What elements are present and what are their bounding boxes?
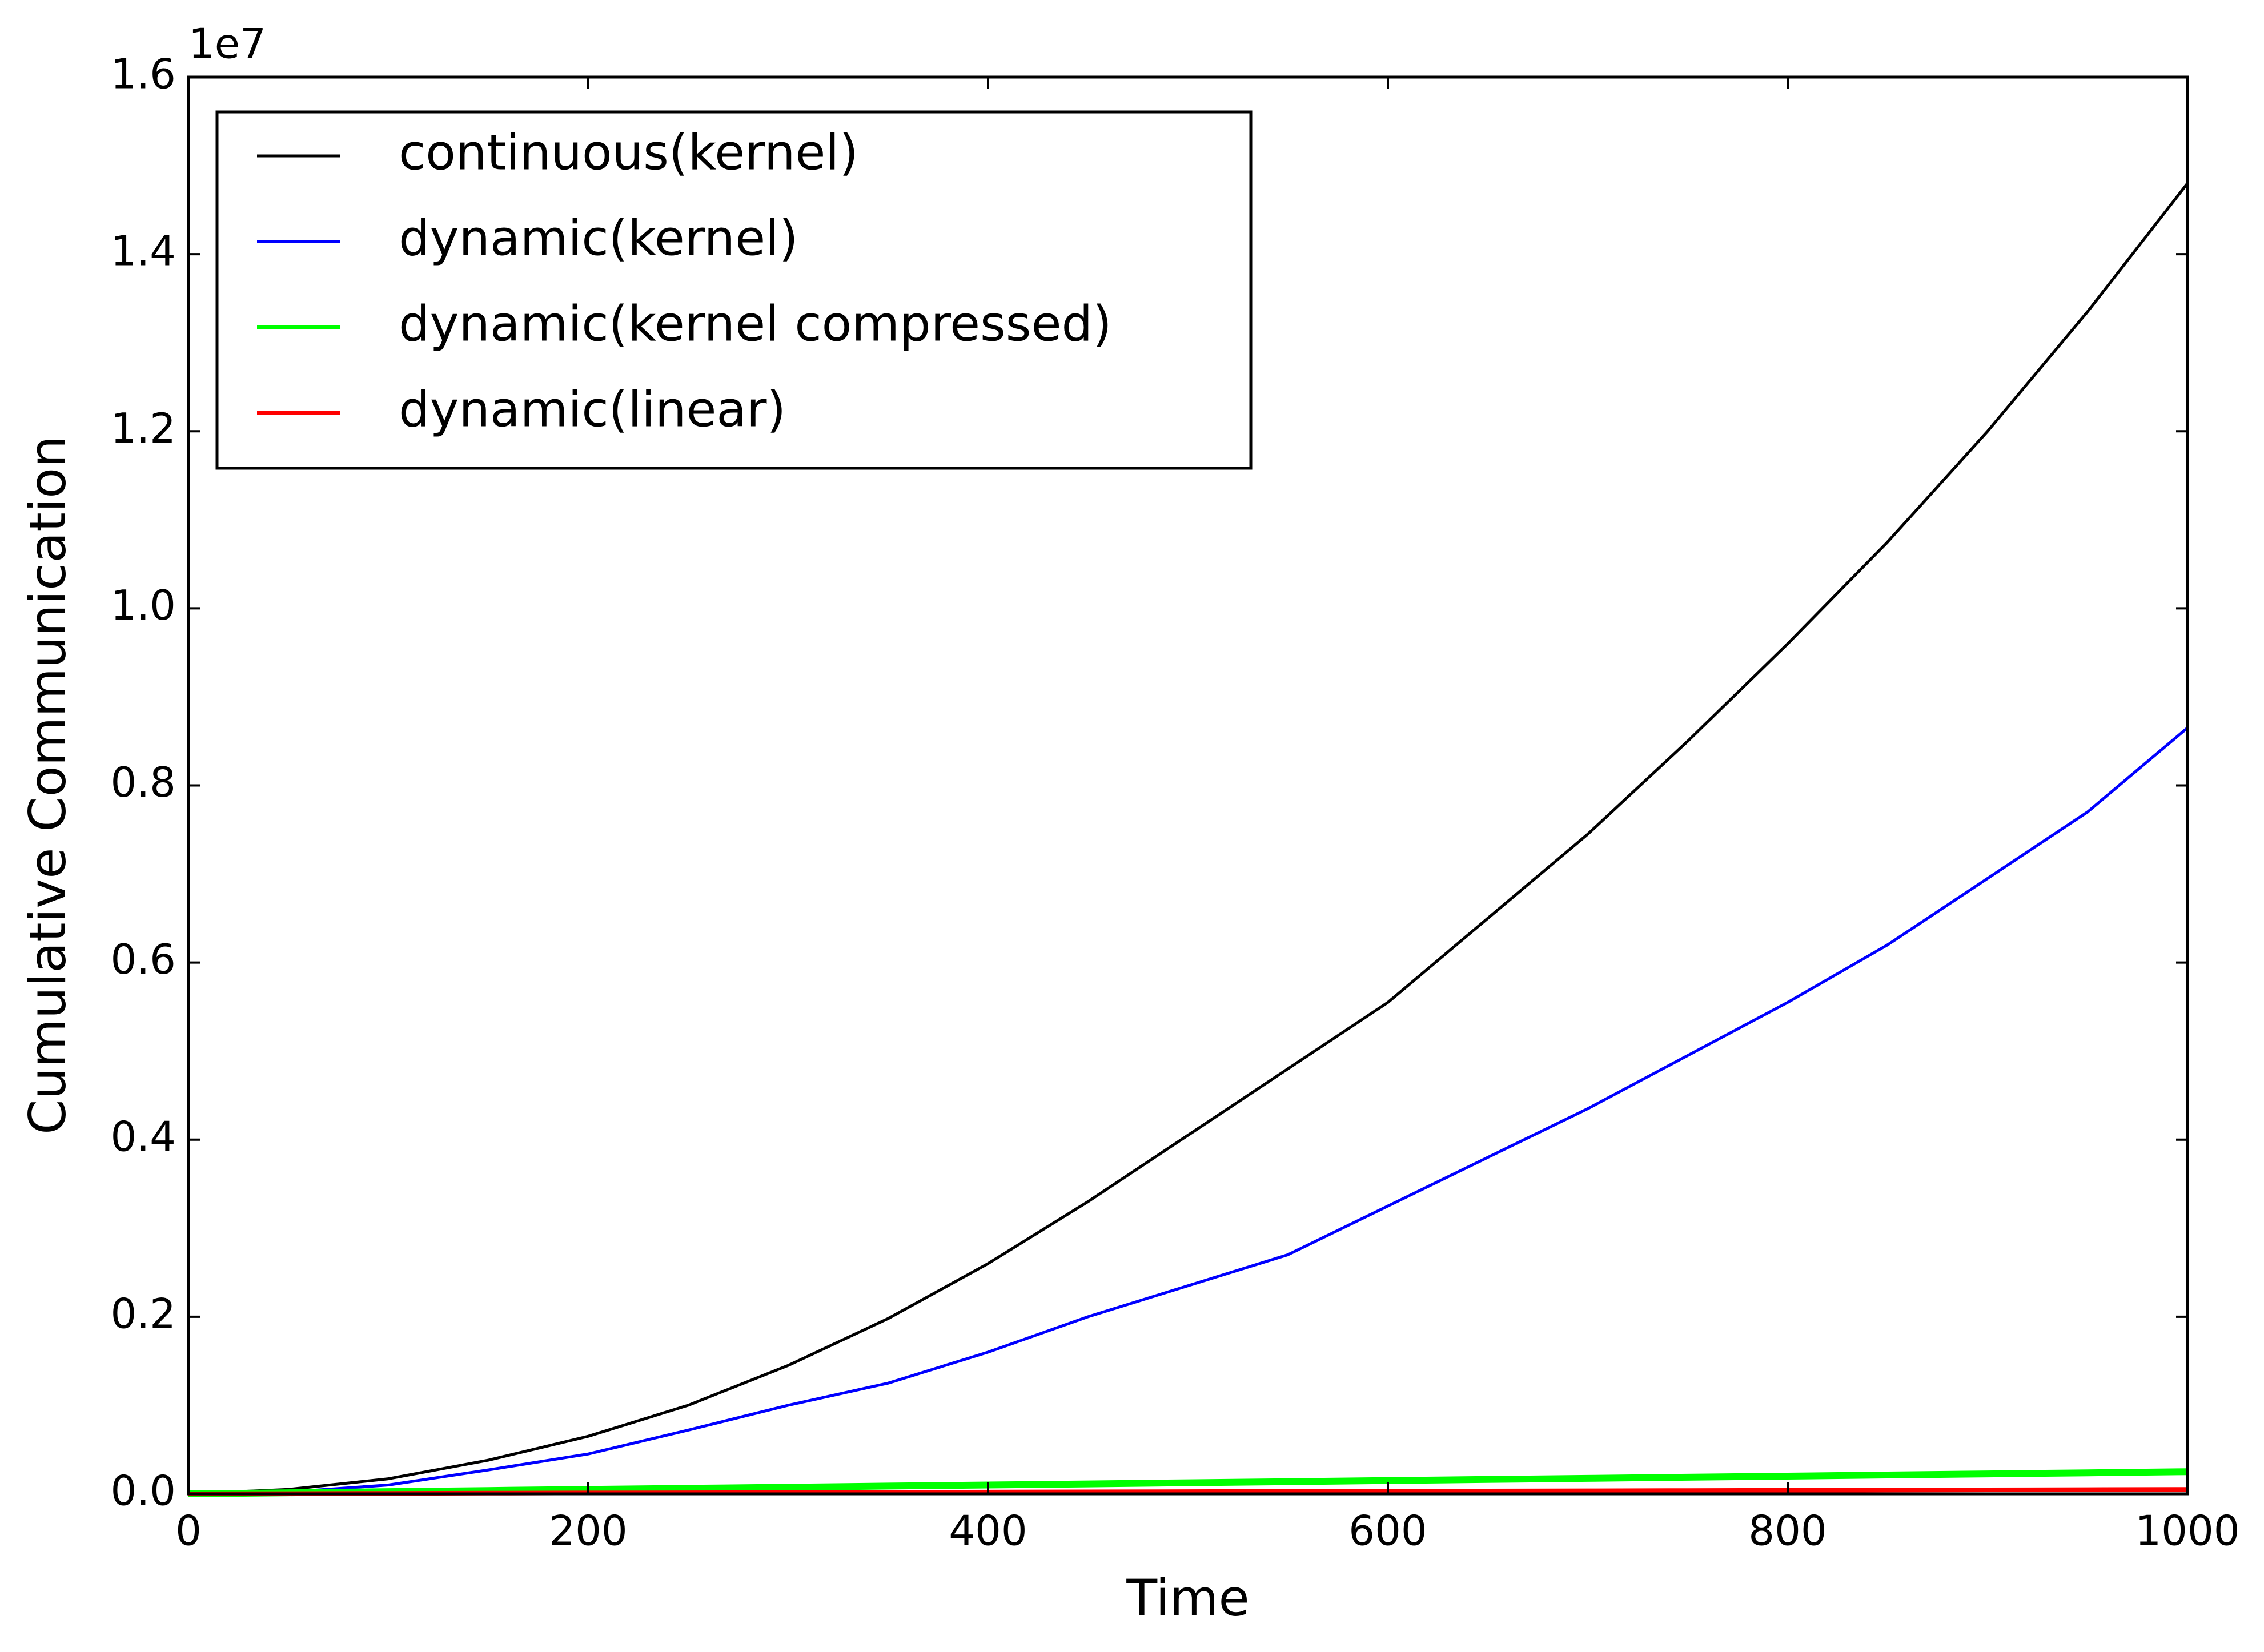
y-tick-label: 0.4 (110, 1112, 176, 1160)
y-axis-label: Cumulative Communication (18, 436, 77, 1135)
x-tick-label: 1000 (2135, 1507, 2239, 1555)
legend: continuous(kernel) dynamic(kernel) dynamic… (215, 110, 1253, 470)
y-tick-label: 0.6 (110, 935, 176, 983)
y-tick-label: 1.4 (110, 227, 176, 275)
offset-label: 1e7 (188, 20, 266, 68)
y-tick-label: 0.8 (110, 758, 176, 806)
x-axis-label: Time (1126, 1569, 1249, 1627)
legend-label: dynamic(kernel) (399, 210, 798, 267)
x-tick-label: 200 (549, 1507, 627, 1555)
y-tick-label: 1.0 (110, 581, 176, 629)
legend-box (215, 110, 1253, 470)
legend-label: dynamic(kernel compressed) (399, 295, 1112, 352)
y-tick-label: 1.2 (110, 404, 176, 452)
x-tick-label: 600 (1348, 1507, 1427, 1555)
x-tick-label: 0 (175, 1507, 202, 1555)
x-tick-label: 400 (949, 1507, 1027, 1555)
y-tick-label: 0.2 (110, 1289, 176, 1337)
data-line (188, 1468, 2188, 1497)
legend-label: dynamic(linear) (399, 381, 786, 438)
y-tick-label: 1.6 (110, 50, 176, 98)
data-line (188, 182, 2189, 1496)
data-line (188, 726, 2189, 1496)
legend-label: continuous(kernel) (399, 124, 858, 181)
y-tick-label: 0.0 (110, 1467, 176, 1515)
x-tick-label: 800 (1748, 1507, 1827, 1555)
